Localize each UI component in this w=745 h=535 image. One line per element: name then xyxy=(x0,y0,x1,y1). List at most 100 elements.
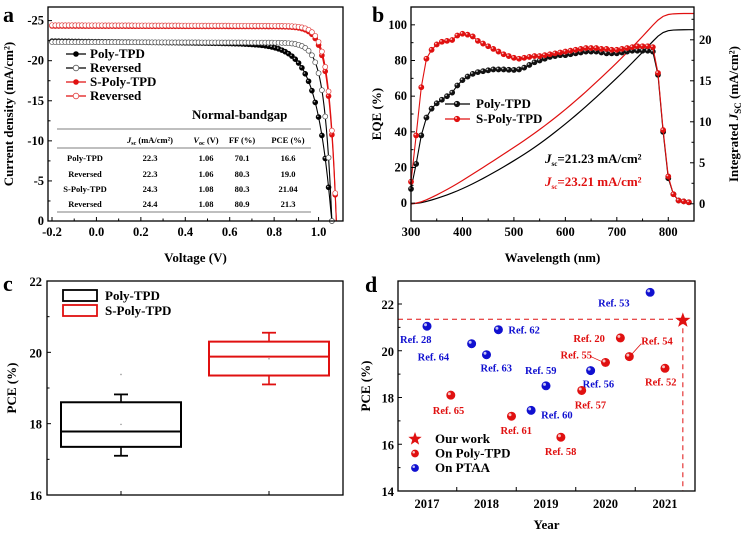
eqe-marker xyxy=(660,127,667,133)
eqe-marker-highlight xyxy=(578,47,581,49)
jsc-symbol: J xyxy=(544,151,552,166)
x-tick-label: 0.6 xyxy=(222,225,238,239)
table-cell: 16.6 xyxy=(281,153,296,163)
legend-marker xyxy=(73,51,79,57)
eqe-marker-highlight xyxy=(609,47,612,50)
eqe-marker xyxy=(562,48,569,55)
eqe-marker-highlight xyxy=(486,44,489,47)
jv-marker-highlight xyxy=(320,133,322,136)
eqe-marker xyxy=(577,46,584,52)
eqe-marker xyxy=(490,46,497,52)
eqe-marker-highlight xyxy=(424,115,427,118)
eqe-marker xyxy=(531,53,538,59)
table-cell: 80.9 xyxy=(235,199,250,209)
eqe-marker xyxy=(418,84,425,91)
y-tick-label: 20 xyxy=(30,346,43,360)
eqe-marker xyxy=(480,68,486,75)
legend-label: S-Poly-TPD xyxy=(476,111,542,126)
data-point-label: Ref. 60 xyxy=(541,410,573,421)
jv-marker xyxy=(309,52,315,59)
jv-marker xyxy=(315,114,322,120)
jv-marker xyxy=(315,70,322,77)
eqe-marker-highlight xyxy=(434,42,437,45)
eqe-marker-highlight xyxy=(512,68,514,70)
eqe-marker xyxy=(644,43,651,50)
eqe-marker-highlight xyxy=(424,56,427,59)
panel-b: b 300 400 500 600 700 800 0 20 40 60 80 100 0 5 10 15 20 W… xyxy=(369,2,743,265)
data-point-label: Ref. 59 xyxy=(525,366,557,377)
panel-a: a -0.2 0.0 0.2 0.4 0.6 0.8 1.0 -25 -20 -15 -10 -5 0 Vo… xyxy=(1,2,344,265)
data-point xyxy=(506,411,516,421)
jv-marker xyxy=(299,65,305,71)
data-point xyxy=(600,357,610,367)
label-leader xyxy=(632,343,642,354)
data-point xyxy=(577,385,587,395)
eqe-marker xyxy=(449,89,456,96)
eqe-marker xyxy=(485,67,492,74)
jv-marker-highlight xyxy=(316,115,319,118)
table-cell: 1.08 xyxy=(199,199,214,209)
eqe-marker-highlight xyxy=(542,53,545,56)
eqe-marker xyxy=(572,46,579,53)
x-tick-label: 2021 xyxy=(653,497,678,511)
jv-marker xyxy=(319,87,325,94)
eqe-marker-highlight xyxy=(501,52,504,55)
panel-label-b: b xyxy=(372,2,384,27)
data-point xyxy=(645,287,655,297)
eqe-marker xyxy=(531,59,538,66)
legend-star-icon xyxy=(408,432,422,445)
eqe-marker-highlight xyxy=(563,49,566,52)
eqe-marker-highlight xyxy=(434,101,437,104)
panel-label-a: a xyxy=(3,2,14,27)
data-point xyxy=(467,339,477,349)
jv-marker-highlight xyxy=(323,69,326,72)
y2-tick-label: 20 xyxy=(699,33,712,47)
legend-marker-highlight xyxy=(455,102,457,104)
eqe-marker xyxy=(649,44,656,51)
jv-marker xyxy=(312,59,319,66)
data-point-label: Ref. 52 xyxy=(645,377,677,388)
jv-marker xyxy=(315,39,322,45)
eqe-marker xyxy=(655,70,661,76)
legend-marker xyxy=(453,100,461,108)
eqe-marker xyxy=(459,30,466,37)
x-axis-label: Voltage (V) xyxy=(164,250,227,265)
legend-circle-icon-highlight xyxy=(412,465,415,468)
eqe-marker-highlight xyxy=(476,70,478,73)
jv-marker-highlight xyxy=(326,185,329,188)
data-point-label: Ref. 57 xyxy=(575,400,607,411)
table-cell: 21.04 xyxy=(278,184,298,194)
eqe-marker xyxy=(567,47,574,54)
eqe-marker xyxy=(438,38,445,45)
eqe-marker-highlight xyxy=(450,90,453,93)
y-tick-label: 22 xyxy=(30,275,43,289)
y-axis-label: PCE (%) xyxy=(358,361,373,412)
eqe-marker xyxy=(598,46,605,52)
jv-marker xyxy=(332,190,339,197)
x-tick-label: 0.4 xyxy=(177,225,193,239)
eqe-marker-highlight xyxy=(620,47,622,49)
eqe-marker xyxy=(428,46,435,53)
y-tick-label: 40 xyxy=(395,125,408,139)
jv-marker-highlight xyxy=(326,94,329,97)
legend-label: Poly-TPD xyxy=(105,288,160,303)
data-point-highlight xyxy=(602,359,606,363)
x-tick-label: -0.2 xyxy=(42,225,62,239)
eqe-marker-highlight xyxy=(496,49,499,52)
eqe-marker-highlight xyxy=(445,94,448,97)
eqe-marker xyxy=(413,161,420,167)
eqe-marker xyxy=(557,49,564,56)
y-tick-label: 80 xyxy=(395,54,408,68)
table-cell: 1.06 xyxy=(199,169,214,179)
eqe-marker-highlight xyxy=(527,55,530,57)
y-tick-label: 0 xyxy=(401,196,407,210)
table-cell: Reversed xyxy=(68,199,102,209)
jv-marker-highlight xyxy=(286,52,289,54)
y-axis-label: Current density (mA/cm²) xyxy=(1,42,16,186)
eqe-marker xyxy=(665,173,672,180)
legend-marker-highlight xyxy=(455,117,457,119)
data-point-label: Ref. 54 xyxy=(641,337,673,348)
jv-marker-highlight xyxy=(270,45,272,48)
